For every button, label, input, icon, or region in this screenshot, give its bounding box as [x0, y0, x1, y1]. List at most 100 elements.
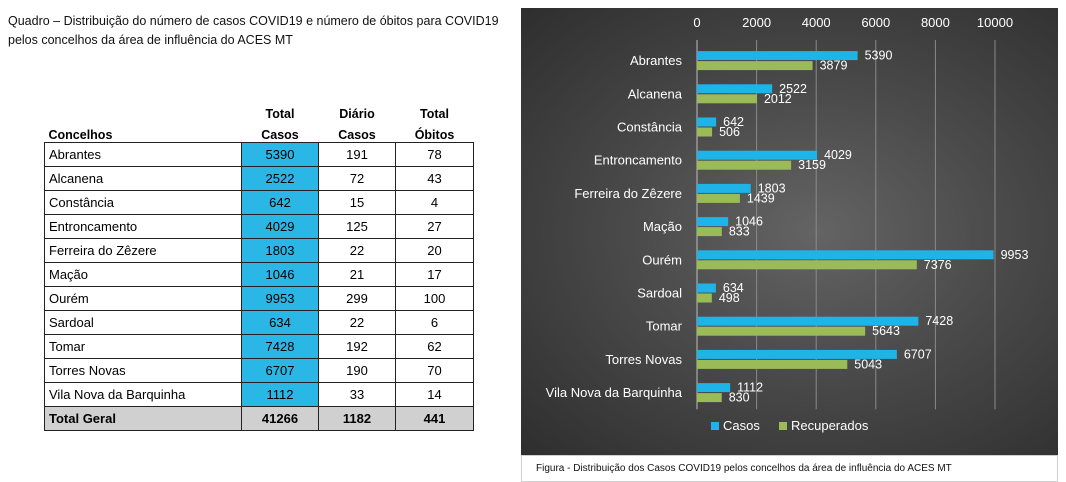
cell-total-obitos: 43: [395, 166, 474, 191]
cell-total-casos: 1046: [241, 262, 319, 287]
cell-diario-casos: 72: [318, 166, 396, 191]
cell-concelho: Sardoal: [44, 310, 242, 335]
casos-bar: [697, 217, 729, 227]
cell-concelho: Vila Nova da Barquinha: [44, 382, 242, 407]
casos-data-label: 5390: [865, 49, 893, 63]
cell-total-casos: 5390: [241, 142, 319, 167]
category-label: Alcanena: [628, 86, 683, 101]
table-header-row-2: Concelhos Casos Casos Óbitos: [45, 121, 474, 143]
cell-concelho: Ourém: [44, 286, 242, 311]
recuperados-data-label: 506: [719, 125, 740, 139]
cell-total-casos: 634: [241, 310, 319, 335]
recuperados-bar: [697, 293, 712, 303]
recuperados-bar: [697, 94, 757, 104]
table-total-row: Total Geral 41266 1182 441: [44, 406, 474, 431]
recuperados-bar: [697, 393, 722, 403]
recuperados-data-label: 2012: [764, 92, 792, 106]
casos-data-label: 642: [723, 115, 744, 129]
cell-total-obitos: 27: [395, 214, 474, 239]
header-total-obitos-top: Total: [420, 107, 449, 121]
recuperados-data-label: 5043: [854, 357, 882, 371]
cell-total-casos: 9953: [241, 286, 319, 311]
recuperados-bar: [697, 359, 848, 369]
table-row: Ferreira do Zêzere 1803 22 20: [44, 238, 474, 263]
cell-total-obitos: 70: [395, 358, 474, 383]
cell-total-casos: 642: [241, 190, 319, 215]
casos-data-label: 7428: [925, 314, 953, 328]
table-row: Abrantes 5390 191 78: [44, 142, 474, 167]
header-total-casos-bottom: Casos: [261, 128, 299, 142]
cell-concelho: Mação: [44, 262, 242, 287]
cell-diario-casos: 15: [318, 190, 396, 215]
cell-concelho: Ferreira do Zêzere: [44, 238, 242, 263]
casos-bar: [697, 250, 994, 260]
cell-diario-casos: 22: [318, 238, 396, 263]
casos-bar: [697, 349, 897, 359]
casos-bar: [697, 84, 773, 94]
casos-data-label: 6707: [904, 347, 932, 361]
table-row: Sardoal 634 22 6: [44, 310, 474, 335]
cell-total-obitos: 62: [395, 334, 474, 359]
casos-bar: [697, 150, 818, 160]
recuperados-data-label: 3159: [798, 158, 826, 172]
cell-concelho: Alcanena: [44, 166, 242, 191]
table-row: Entroncamento 4029 125 27: [44, 214, 474, 239]
table-title: Quadro – Distribuição do número de casos…: [8, 14, 499, 47]
cell-concelho: Entroncamento: [44, 214, 242, 239]
cell-concelho: Constância: [44, 190, 242, 215]
casos-data-label: 1803: [758, 181, 786, 195]
cell-total-obitos: 100: [395, 286, 474, 311]
header-total-obitos-bottom: Óbitos: [414, 128, 455, 142]
cell-total-casos: 1112: [241, 382, 319, 407]
cell-diario-casos: 125: [318, 214, 396, 239]
cell-concelho: Torres Novas: [44, 358, 242, 383]
header-diario-casos-bottom: Casos: [338, 128, 376, 142]
category-label: Ourém: [642, 252, 682, 267]
chart-caption: Figura - Distribuição dos Casos COVID19 …: [521, 455, 1058, 482]
cell-total-obitos: 14: [395, 382, 474, 407]
cell-diario-casos: 33: [318, 382, 396, 407]
x-tick-label: 10000: [977, 15, 1013, 30]
category-label: Mação: [643, 219, 682, 234]
x-tick-label: 0: [693, 15, 700, 30]
recuperados-bar: [697, 61, 813, 71]
casos-data-label: 1112: [737, 381, 763, 395]
cell-diario-casos: 192: [318, 334, 396, 359]
cell-concelho: Abrantes: [44, 142, 242, 167]
recuperados-bar: [697, 127, 713, 137]
table-header-row-1: Total Diário Total: [45, 100, 474, 121]
category-label: Vila Nova da Barquinha: [546, 385, 683, 400]
legend-recuperados-swatch: [779, 422, 787, 430]
cell-total-casos: 6707: [241, 358, 319, 383]
category-label: Tomar: [646, 319, 683, 334]
table-row: Torres Novas 6707 190 70: [44, 358, 474, 383]
casos-data-label: 2522: [779, 82, 807, 96]
casos-bar: [697, 117, 717, 127]
cell-total-geral-casos: 41266: [241, 406, 319, 431]
category-label: Torres Novas: [605, 352, 682, 367]
recuperados-bar: [697, 326, 866, 336]
cell-total-geral-obitos: 441: [395, 406, 474, 431]
cell-concelho: Tomar: [44, 334, 242, 359]
header-total-casos-top: Total: [265, 107, 295, 121]
cell-diario-casos: 191: [318, 142, 396, 167]
cell-total-obitos: 17: [395, 262, 474, 287]
cell-total-obitos: 78: [395, 142, 474, 167]
cell-diario-casos: 21: [318, 262, 396, 287]
casos-bar: [697, 283, 716, 293]
legend-casos-label: Casos: [723, 418, 760, 433]
casos-data-label: 634: [723, 281, 744, 295]
casos-bar: [697, 183, 751, 193]
category-label: Abrantes: [630, 53, 683, 68]
casos-bar: [697, 316, 919, 326]
cell-total-geral-diario: 1182: [318, 406, 396, 431]
cell-total-obitos: 6: [395, 310, 474, 335]
recuperados-data-label: 830: [729, 391, 750, 405]
recuperados-data-label: 3879: [820, 59, 848, 73]
cell-diario-casos: 22: [318, 310, 396, 335]
legend-casos-swatch: [711, 422, 719, 430]
recuperados-bar: [697, 160, 792, 170]
category-label: Ferreira do Zêzere: [574, 186, 682, 201]
bar-chart: 0 2000 4000 6000 8000 10000 Abrantes 5390 3879 Al…: [546, 15, 1029, 433]
table-row: Ourém 9953 299 100: [44, 286, 474, 311]
